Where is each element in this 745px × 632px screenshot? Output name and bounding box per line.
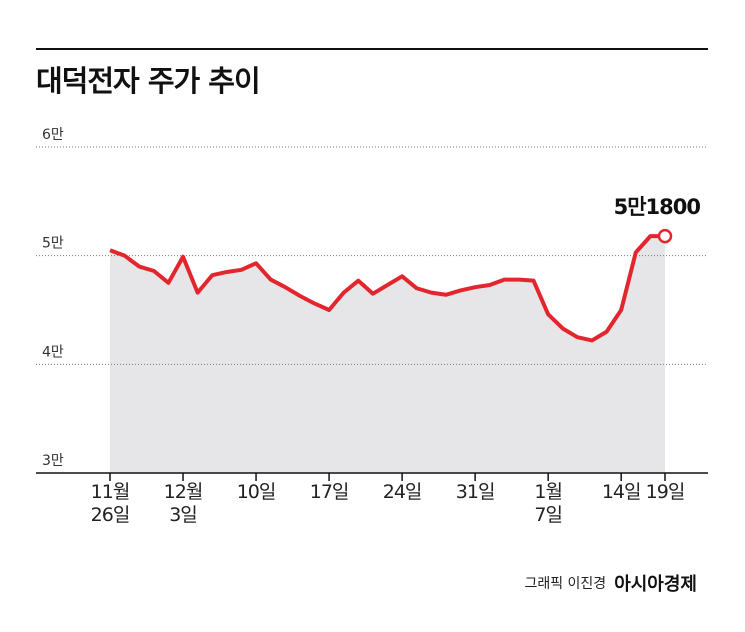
x-tick-label: 14일 [601,481,642,503]
x-tick-label: 17일 [309,481,350,503]
x-tick-label: 31일 [455,481,496,503]
value-label: 5만1800 [614,195,701,219]
end-marker [657,228,673,244]
x-tick-label: 19일 [645,481,686,503]
credit: 그래픽 이진경 [524,576,607,592]
brand: 아시아경제 [614,574,697,595]
x-tick-label: 11월 26일 [90,481,131,526]
x-tick-label: 1월 7일 [534,481,563,526]
chart-title: 대덕전자 주가 추이 [36,64,261,98]
x-tick-label: 10일 [236,481,277,503]
y-tick-label: 5만 [42,236,64,252]
line [109,234,665,343]
y-tick-label: 3만 [42,453,64,469]
footer: 그래픽 이진경 아시아경제 [524,570,697,596]
y-tick-label: 6만 [42,127,64,143]
area [110,236,665,473]
x-tick-label: 24일 [382,481,423,503]
y-tick-label: 4만 [42,344,64,360]
x-tick-label: 12월 3일 [163,481,204,526]
